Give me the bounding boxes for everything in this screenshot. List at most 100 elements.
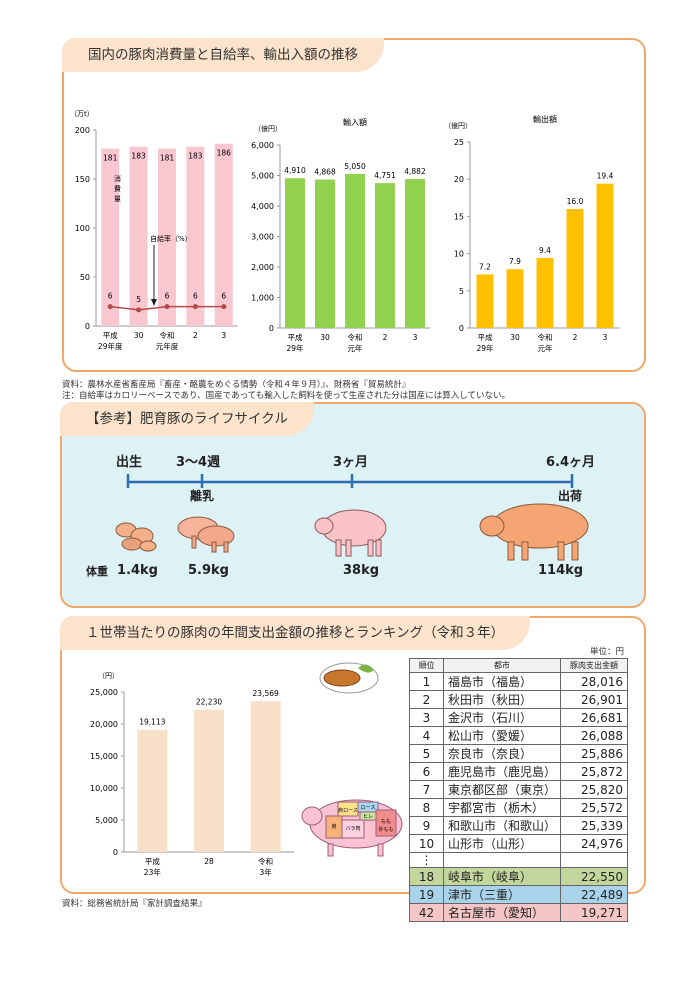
table-row: 5 奈良市（奈良） 25,886 xyxy=(409,744,628,763)
bar xyxy=(566,208,584,328)
y-tick-label: 2,000 xyxy=(251,263,274,272)
data-label: 4,751 xyxy=(374,171,396,180)
ranking-header-rank: 順位 xyxy=(409,658,444,673)
cut-label-loin: ロース xyxy=(361,805,376,811)
section3-source: 資料：総務省統計局『家計調査結果』 xyxy=(62,899,207,909)
growing-pig-illustration xyxy=(314,509,387,557)
data-label: 4,882 xyxy=(404,167,426,176)
y-tick-label: 5,000 xyxy=(251,172,274,181)
ranking-city-cell: 秋田市（秋田） xyxy=(442,690,562,709)
ranking-rank-cell: 8 xyxy=(409,798,444,817)
empty-cell xyxy=(560,851,628,869)
y-tick-label: 150 xyxy=(75,175,90,184)
x-tick-label: 29年度 xyxy=(98,341,123,351)
ranking-rank-cell: 18 xyxy=(409,867,444,887)
bar xyxy=(137,729,168,852)
line-point xyxy=(192,304,198,310)
x-tick-label: 平成 xyxy=(103,330,118,340)
cut-label-belly: バラ肉 xyxy=(345,825,360,832)
bar xyxy=(186,146,205,326)
household-spending-chart: 0 5,000 10,000 15,000 20,000 25,000 （円） 19,113 平… xyxy=(90,672,294,877)
x-tick-label: 元年度 xyxy=(156,341,179,351)
ranking-rank-cell: 5 xyxy=(409,744,444,763)
x-tick-label: 元年 xyxy=(538,343,553,353)
ranking-city-cell: 福島市（福島） xyxy=(442,672,562,691)
data-label: 16.0 xyxy=(567,197,584,206)
stage-birth: 出生 xyxy=(116,455,143,470)
y-tick-label: 200 xyxy=(75,126,90,135)
line-point xyxy=(164,304,170,310)
line-data-label: 6 xyxy=(165,292,170,301)
y-axis-unit: （万t） xyxy=(70,110,94,118)
series-label: 消 xyxy=(114,174,121,183)
y-tick-label: 20,000 xyxy=(90,720,118,729)
chart-title: 輸出額 xyxy=(533,114,557,124)
ranking-city-cell: 和歌山市（和歌山） xyxy=(442,816,562,835)
event-weaning: 離乳 xyxy=(190,489,215,503)
section1-source: 資料：農林水産省畜産局『畜産・酪農をめぐる情勢（令和４年９月）』、財務省『貿易統… xyxy=(62,380,411,390)
bar xyxy=(345,173,365,328)
ranking-amount-cell: 24,976 xyxy=(560,834,628,853)
stage-shipping-age: 6.4ヶ月 xyxy=(546,455,596,470)
x-tick-label: 3 xyxy=(221,331,226,340)
x-tick-label: 30 xyxy=(134,331,144,340)
section-lifecycle: 【参考】肥育豚のライフサイクル xyxy=(60,402,646,608)
chart-title: 輸入額 xyxy=(343,117,367,127)
y-axis-unit: （億円） xyxy=(254,124,282,133)
x-tick-label: 3 xyxy=(413,333,418,342)
ranking-rank-cell: 10 xyxy=(409,834,444,853)
x-tick-label: 2 xyxy=(573,333,578,342)
data-label: 9.4 xyxy=(539,246,551,255)
bar xyxy=(476,274,494,328)
x-tick-label: 令和 xyxy=(348,332,363,342)
y-tick-label: 15,000 xyxy=(90,752,118,761)
weight-birth: 1.4kg xyxy=(117,563,158,578)
cut-label-outside-ham: 外もも xyxy=(378,826,393,833)
y-tick-label: 3,000 xyxy=(251,233,274,242)
bar xyxy=(405,179,425,328)
bar xyxy=(194,709,224,852)
bar xyxy=(536,258,554,328)
ranking-rank-cell: 1 xyxy=(409,672,444,691)
x-tick-label: 元年 xyxy=(348,343,363,353)
y-tick-label: 10,000 xyxy=(90,784,118,793)
data-label: 181 xyxy=(160,154,175,163)
section1-footnote: 注：自給率はカロリーベースであり、国産であっても輸入した飼料を使って生産された分… xyxy=(62,391,511,401)
ranking-rank-cell: 19 xyxy=(409,885,444,905)
ranking-city-cell: 金沢市（石川） xyxy=(442,708,562,727)
ranking-amount-cell: 19,271 xyxy=(560,903,628,923)
y-tick-label: 5 xyxy=(459,287,464,296)
weaned-pig-illustration xyxy=(177,516,235,553)
y-tick-label: 20 xyxy=(454,175,464,184)
ranking-rank-cell: 2 xyxy=(409,690,444,709)
ranking-rank-cell: 3 xyxy=(409,708,444,727)
data-label: 19.4 xyxy=(597,172,614,181)
x-tick-label: 30 xyxy=(320,333,330,342)
table-row: 3 金沢市（石川） 26,681 xyxy=(409,708,628,727)
ranking-ellipsis: ⋮ xyxy=(409,851,444,869)
ranking-amount-cell: 28,016 xyxy=(560,672,628,691)
ranking-rank-cell: 6 xyxy=(409,762,444,781)
data-label: 19,113 xyxy=(139,718,165,727)
weight-shipping: 114kg xyxy=(538,563,584,578)
y-tick-label: 0 xyxy=(459,324,464,333)
pork-cuts-diagram: 肩ロース ロース ヒレ もも 肩 バラ肉 外もも xyxy=(301,799,403,857)
piglet-illustration xyxy=(115,522,157,552)
data-label: 183 xyxy=(131,152,146,161)
ranking-rank-cell: 9 xyxy=(409,816,444,835)
line-data-label: 6 xyxy=(221,292,226,301)
data-label: 22,230 xyxy=(196,698,222,707)
data-label: 4,910 xyxy=(284,166,306,175)
cut-label-tenderloin: ヒレ xyxy=(363,814,373,820)
ranking-amount-cell: 25,872 xyxy=(560,762,628,781)
bar xyxy=(375,183,395,328)
table-row: 10 山形市（山形） 24,976 xyxy=(409,834,628,853)
y-tick-label: 5,000 xyxy=(95,816,118,825)
y-tick-label: 50 xyxy=(80,273,90,282)
tonkatsu-illustration xyxy=(319,662,379,694)
weight-label: 体重 xyxy=(86,565,108,578)
y-tick-label: 0 xyxy=(85,322,90,331)
y-tick-label: 4,000 xyxy=(251,202,274,211)
